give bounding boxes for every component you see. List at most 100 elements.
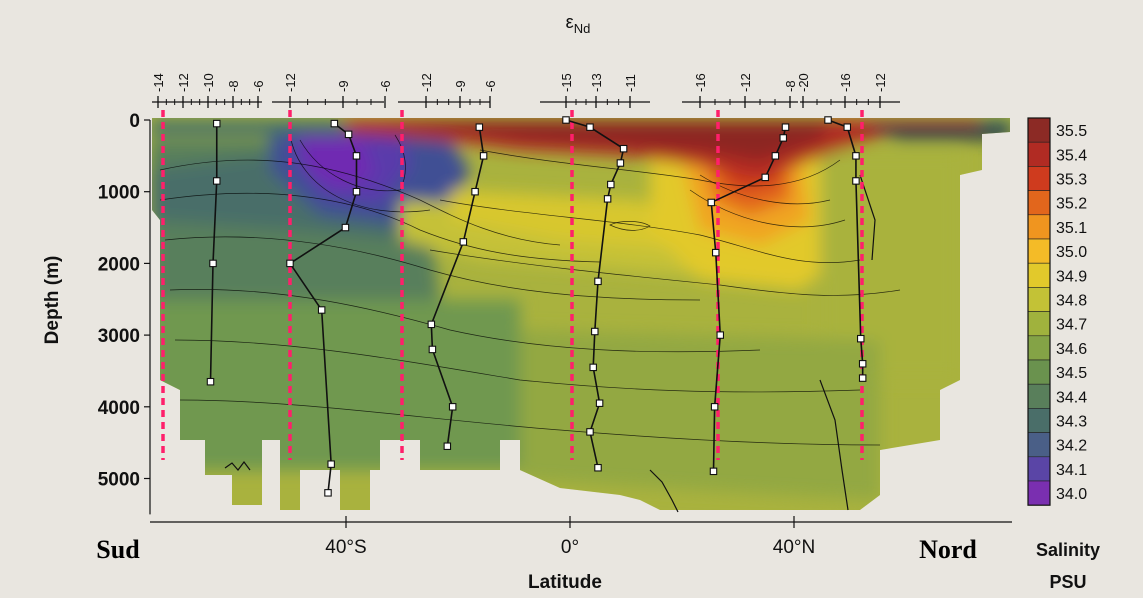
salinity-colorbar: 35.5 35.4 35.3 35.2 35.1 35.0 34.9 34.8 34.7 34.6… <box>1027 117 1087 506</box>
epsilon-data-point <box>459 238 468 246</box>
epsilon-tick-label: -12 <box>176 73 191 92</box>
colorbar-tick-label: 34.0 <box>1056 486 1087 503</box>
epsilon-tick-label: -12 <box>738 73 753 92</box>
epsilon-tick-label: -13 <box>589 73 604 92</box>
colorbar-tick-label: 34.5 <box>1056 365 1087 382</box>
latitude-axis: 40°S 0° 40°N <box>150 516 1012 558</box>
epsilon-data-point <box>352 152 361 160</box>
epsilon-data-point <box>603 195 612 203</box>
epsilon-data-point <box>595 399 604 407</box>
colorbar-swatch <box>1027 166 1051 191</box>
epsilon-data-point <box>858 360 867 368</box>
colorbar-tick-label: 34.8 <box>1056 293 1087 310</box>
south-label: Sud <box>96 535 140 564</box>
epsilon-tick-label: -6 <box>378 80 393 92</box>
epsilon-data-point <box>852 152 860 160</box>
epsilon-data-point <box>443 442 452 450</box>
epsilon-data-point <box>591 327 599 336</box>
colorbar-swatch <box>1027 214 1051 240</box>
epsilon-tick-label: -8 <box>783 80 798 92</box>
epsilon-tick-label: -20 <box>796 73 811 92</box>
colorbar-title: Salinity <box>1036 540 1100 560</box>
latitude-axis-label: Latitude <box>528 572 602 593</box>
colorbar-tick-label: 35.4 <box>1056 147 1087 164</box>
epsilon-data-point <box>586 428 594 436</box>
colorbar-tick-label: 35.2 <box>1056 196 1087 213</box>
colorbar-swatch <box>1027 480 1051 506</box>
colorbar-swatch <box>1027 383 1051 409</box>
colorbar-swatch <box>1027 141 1051 167</box>
epsilon-data-point <box>206 377 215 386</box>
seabed-lines <box>224 174 876 513</box>
epsilon-data-point <box>213 177 221 185</box>
colorbar-tick-label: 35.3 <box>1056 172 1087 189</box>
colorbar-tick-label: 34.4 <box>1056 389 1087 406</box>
epsilon-data-point <box>607 180 615 189</box>
epsilon-data-point <box>779 134 787 142</box>
epsilon-data-point <box>709 467 718 476</box>
epsilon-data-point <box>327 460 335 468</box>
salinity-field <box>152 118 1010 510</box>
epsilon-data-point <box>428 345 437 354</box>
epsilon-data-point <box>471 187 479 196</box>
epsilon-tick-label: -14 <box>151 73 166 92</box>
epsilon-tick-label: -12 <box>419 73 434 92</box>
epsilon-tick-label: -16 <box>838 73 853 92</box>
epsilon-data-point <box>771 152 780 160</box>
latitude-tick-label: 40°N <box>773 537 815 558</box>
station-lines <box>161 110 864 460</box>
colorbar-tick-label: 34.6 <box>1056 341 1087 358</box>
colorbar-swatch <box>1027 408 1051 433</box>
epsilon-tick-label: -12 <box>283 73 298 92</box>
colorbar-swatch <box>1027 117 1051 143</box>
epsilon-nd-axis-label: εNd <box>566 12 591 36</box>
epsilon-data-point <box>619 144 628 153</box>
depth-tick-label: 1000 <box>98 183 140 204</box>
epsilon-data-point <box>710 403 719 411</box>
colorbar-tick-label: 34.9 <box>1056 268 1087 285</box>
colorbar-swatch <box>1027 238 1051 264</box>
colorbar-swatch <box>1027 287 1051 312</box>
latitude-tick-label: 0° <box>561 537 579 558</box>
latitude-tick-label: 40°S <box>325 537 366 558</box>
epsilon-data-point <box>711 248 720 257</box>
colorbar-swatch <box>1027 456 1051 482</box>
epsilon-data-point <box>427 320 436 329</box>
epsilon-data-point <box>716 331 724 339</box>
depth-axis: 0 1000 2000 3000 4000 5000 <box>98 111 151 515</box>
colorbar-unit: PSU <box>1049 572 1086 592</box>
depth-tick-label: 4000 <box>98 398 140 419</box>
epsilon-data-point <box>479 152 488 160</box>
colorbar-tick-label: 35.1 <box>1056 220 1087 237</box>
epsilon-data-point <box>589 363 597 372</box>
epsilon-data-point <box>286 259 294 268</box>
colorbar-tick-label: 35.0 <box>1056 244 1087 261</box>
epsilon-data-point <box>341 223 350 232</box>
epsilon-data-point <box>843 123 852 131</box>
epsilon-tick-label: -9 <box>453 80 468 92</box>
epsilon-tick-label: -6 <box>251 80 266 92</box>
colorbar-swatch <box>1027 311 1051 337</box>
epsilon-data-point <box>317 306 326 314</box>
epsilon-tick-label: -9 <box>336 80 351 92</box>
epsilon-data-point <box>594 463 602 472</box>
epsilon-profile-line <box>430 127 485 447</box>
epsilon-data-point <box>707 198 715 207</box>
epsilon-data-point <box>475 123 484 131</box>
depth-axis-label: Depth (m) <box>42 256 63 345</box>
epsilon-tick-label: -11 <box>623 74 638 92</box>
colorbar-swatch <box>1027 432 1051 458</box>
epsilon-data-point <box>594 277 602 286</box>
epsilon-data-point <box>856 334 865 343</box>
epsilon-tick-label: -8 <box>226 80 241 92</box>
epsilon-profile-line <box>209 123 218 382</box>
epsilon-data-point <box>824 116 832 124</box>
colorbar-tick-label: 34.1 <box>1056 462 1087 479</box>
colorbar-swatch <box>1027 335 1051 361</box>
epsilon-tick-label: -6 <box>483 80 498 92</box>
colorbar-tick-label: 34.3 <box>1056 414 1087 431</box>
epsilon-data-point <box>562 116 570 124</box>
depth-tick-label: 0 <box>129 111 140 132</box>
